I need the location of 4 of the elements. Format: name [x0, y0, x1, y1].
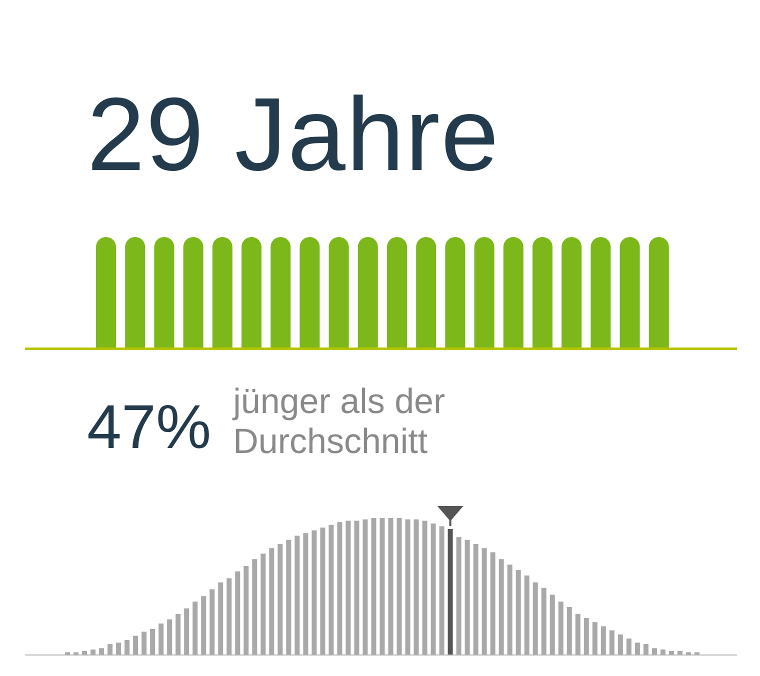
bar — [448, 528, 453, 655]
chart-subtitle: jünger als der Durchschnitt — [233, 382, 446, 462]
chart-title: 47% — [87, 392, 212, 464]
chart-title: 29 Jahre — [87, 76, 501, 195]
